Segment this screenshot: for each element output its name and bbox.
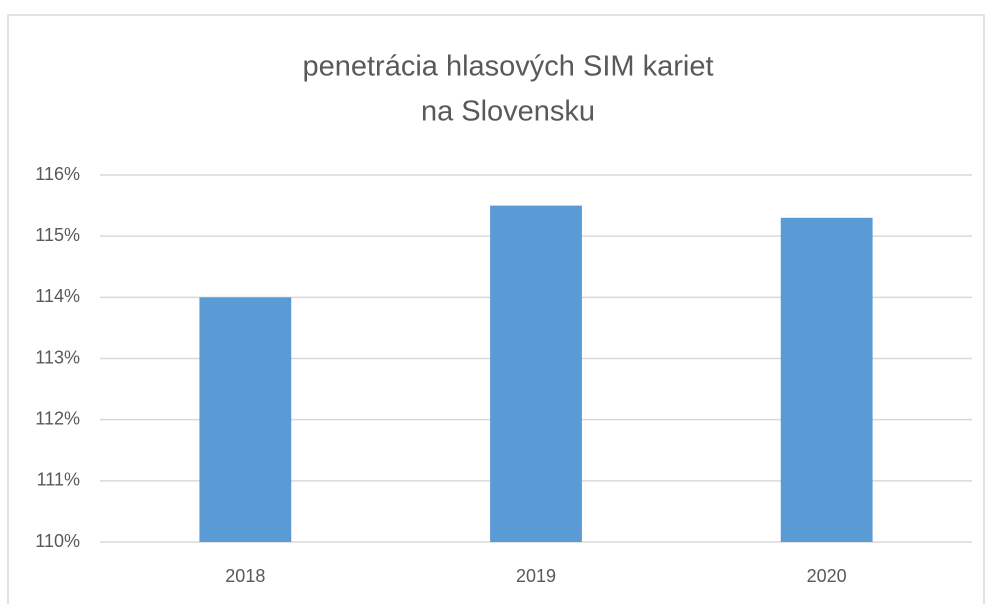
x-tick-label: 2018 (225, 566, 265, 586)
bar (780, 217, 873, 543)
x-tick-label: 2019 (516, 566, 556, 586)
bar (199, 297, 292, 542)
y-tick-label: 112% (35, 408, 80, 428)
bar (490, 205, 582, 543)
x-tick-label: 2020 (807, 566, 847, 586)
chart-title: penetrácia hlasových SIM kariet (302, 51, 713, 83)
y-tick-label: 111% (37, 470, 80, 490)
y-tick-label: 114% (35, 286, 80, 306)
y-tick-label: 110% (35, 531, 80, 551)
y-tick-label: 115% (35, 225, 80, 245)
chart-title: na Slovensku (421, 96, 595, 128)
y-tick-label: 116% (35, 164, 80, 184)
y-tick-label: 113% (35, 347, 80, 367)
